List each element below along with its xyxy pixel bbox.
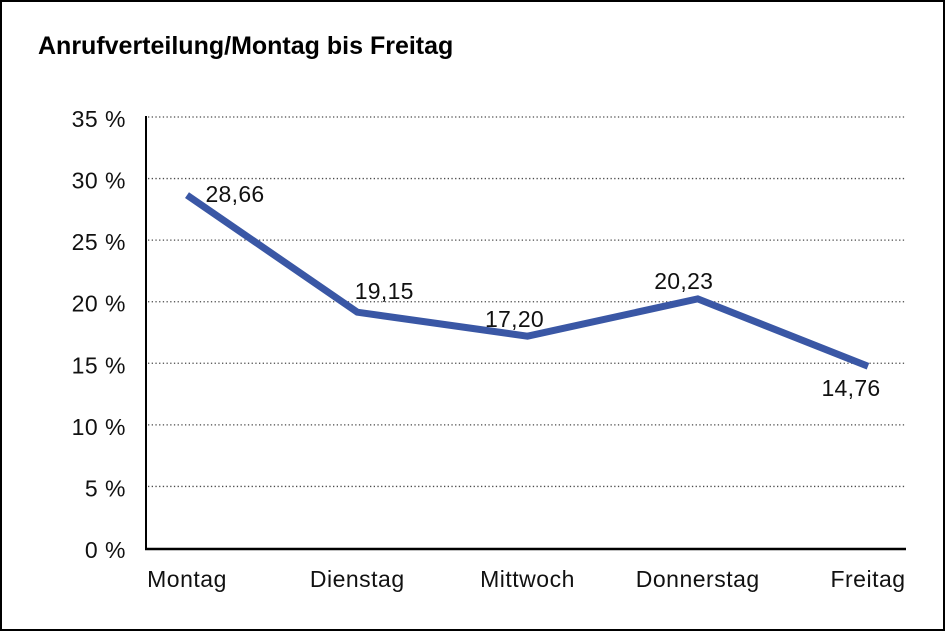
y-axis-tick-label: 25 %: [72, 229, 126, 255]
y-axis-tick-label: 35 %: [72, 106, 126, 132]
data-point-label: 28,66: [205, 181, 264, 207]
y-axis-tick-label: 0 %: [85, 537, 126, 563]
data-line-series: [185, 192, 870, 370]
y-axis-tick-label: 5 %: [85, 475, 126, 501]
x-axis-category-label: Donnerstag: [636, 566, 760, 592]
data-point-label: 17,20: [485, 306, 544, 332]
x-axis-category-label: Mittwoch: [480, 566, 575, 592]
data-point-label: 19,15: [355, 278, 414, 304]
x-axis-category-label: Montag: [147, 566, 227, 592]
data-point-label: 20,23: [654, 268, 713, 294]
data-point-label: 14,76: [821, 375, 880, 401]
y-axis-tick-label: 10 %: [72, 414, 126, 440]
chart-title: Anrufverteilung/Montag bis Freitag: [38, 32, 454, 60]
x-axis-category-label: Dienstag: [310, 566, 405, 592]
x-axis-category-label: Freitag: [830, 566, 905, 592]
y-axis-tick-label: 30 %: [72, 168, 126, 194]
y-axis-tick-label: 15 %: [72, 352, 126, 378]
y-axis-tick-label: 20 %: [72, 291, 126, 317]
